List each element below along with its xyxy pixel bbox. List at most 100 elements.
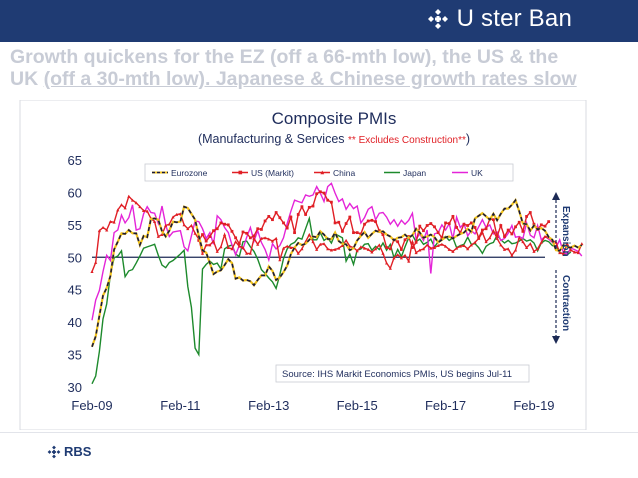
data-point: [201, 233, 204, 236]
header-bar: U ster Ban: [0, 0, 638, 42]
x-tick-label: Feb-17: [425, 398, 466, 413]
data-point: [289, 215, 293, 219]
data-point: [458, 231, 462, 235]
data-point: [344, 238, 348, 242]
data-point: [521, 240, 525, 244]
data-point: [156, 234, 160, 238]
data-point: [222, 232, 227, 236]
y-tick-label: 65: [68, 153, 82, 168]
data-point: [226, 223, 230, 227]
data-point: [373, 247, 378, 251]
data-point: [94, 260, 98, 264]
data-point: [318, 190, 322, 194]
data-point: [259, 236, 264, 240]
data-point: [237, 242, 241, 246]
data-point: [403, 238, 407, 242]
legend-item: US (Markit): [232, 168, 294, 178]
data-point: [326, 198, 330, 202]
data-point: [492, 218, 495, 222]
data-point: [215, 227, 219, 231]
data-point: [219, 245, 223, 249]
data-point: [436, 244, 440, 248]
chart-title: Composite PMIs: [272, 109, 397, 128]
data-point: [499, 243, 503, 247]
legend: Eurozone US (Markit) China Japan UK: [144, 163, 514, 182]
data-point: [219, 221, 223, 225]
chart-area: Composite PMIs (Manufacturing & Services…: [0, 99, 638, 431]
data-point: [491, 229, 496, 233]
data-point: [270, 239, 275, 243]
footer-brand: RBS: [64, 444, 92, 459]
data-point: [337, 220, 341, 224]
data-point: [366, 219, 370, 223]
data-point: [458, 244, 462, 248]
data-point: [215, 249, 219, 253]
data-point: [267, 237, 271, 241]
data-point: [506, 247, 510, 251]
chart-subtitle: (Manufacturing & Services ** Excludes Co…: [198, 132, 470, 146]
data-point: [547, 220, 551, 224]
data-point: [388, 247, 392, 251]
data-point: [212, 229, 215, 233]
data-point: [447, 247, 451, 251]
data-point: [329, 200, 333, 204]
data-point: [311, 240, 315, 244]
data-point: [506, 228, 510, 232]
data-point: [271, 218, 274, 222]
data-point: [411, 246, 414, 249]
data-point: [436, 231, 440, 235]
data-point: [385, 246, 389, 249]
data-point: [543, 234, 547, 238]
data-point: [539, 223, 543, 227]
y-tick-label: 40: [68, 315, 82, 330]
data-point: [204, 243, 208, 247]
subtitle-prefix: (Manufacturing & Services: [198, 132, 348, 146]
series-eurozone: [90, 197, 583, 348]
data-point: [385, 261, 389, 265]
data-point: [370, 218, 374, 222]
brand: U ster Ban: [427, 5, 572, 33]
data-point: [359, 245, 363, 249]
data-point: [274, 236, 278, 240]
data-point: [197, 239, 201, 242]
legend-marker: [320, 170, 325, 175]
data-point: [451, 215, 455, 218]
data-point: [223, 222, 226, 226]
data-point: [90, 269, 94, 273]
data-point: [503, 235, 506, 238]
data-point: [355, 231, 359, 235]
data-point: [260, 227, 263, 231]
data-point: [440, 242, 444, 246]
data-point: [510, 253, 514, 257]
data-point: [300, 247, 304, 251]
data-point: [248, 251, 252, 255]
data-point: [363, 222, 366, 226]
data-point: [278, 216, 282, 220]
data-point: [466, 247, 470, 251]
data-point: [341, 229, 344, 233]
data-point: [377, 229, 381, 233]
source-box: [275, 364, 530, 383]
data-point: [167, 222, 171, 226]
data-point: [396, 253, 400, 257]
data-point: [153, 220, 157, 224]
source-note: Source: IHS Markit Economics PMIs, US be…: [275, 364, 530, 383]
data-point: [418, 248, 422, 252]
data-point: [422, 229, 425, 233]
data-point: [186, 227, 190, 231]
headline-line-2-underlined: (off a 30-mth low). Japanese & Chinese g…: [43, 68, 577, 90]
data-point: [543, 224, 547, 228]
data-point: [355, 249, 359, 253]
rbs-logo-icon: [47, 445, 61, 458]
data-point: [558, 251, 562, 255]
data-point: [318, 242, 322, 246]
subtitle-note: ** Excludes Construction**: [348, 135, 466, 146]
legend-marker: [238, 170, 243, 175]
data-point: [267, 215, 271, 218]
headline-line-2-prefix: UK: [10, 68, 44, 90]
data-point: [293, 231, 296, 235]
data-point: [495, 235, 499, 238]
data-point: [414, 251, 418, 255]
data-point: [539, 240, 543, 244]
data-point: [112, 220, 116, 224]
